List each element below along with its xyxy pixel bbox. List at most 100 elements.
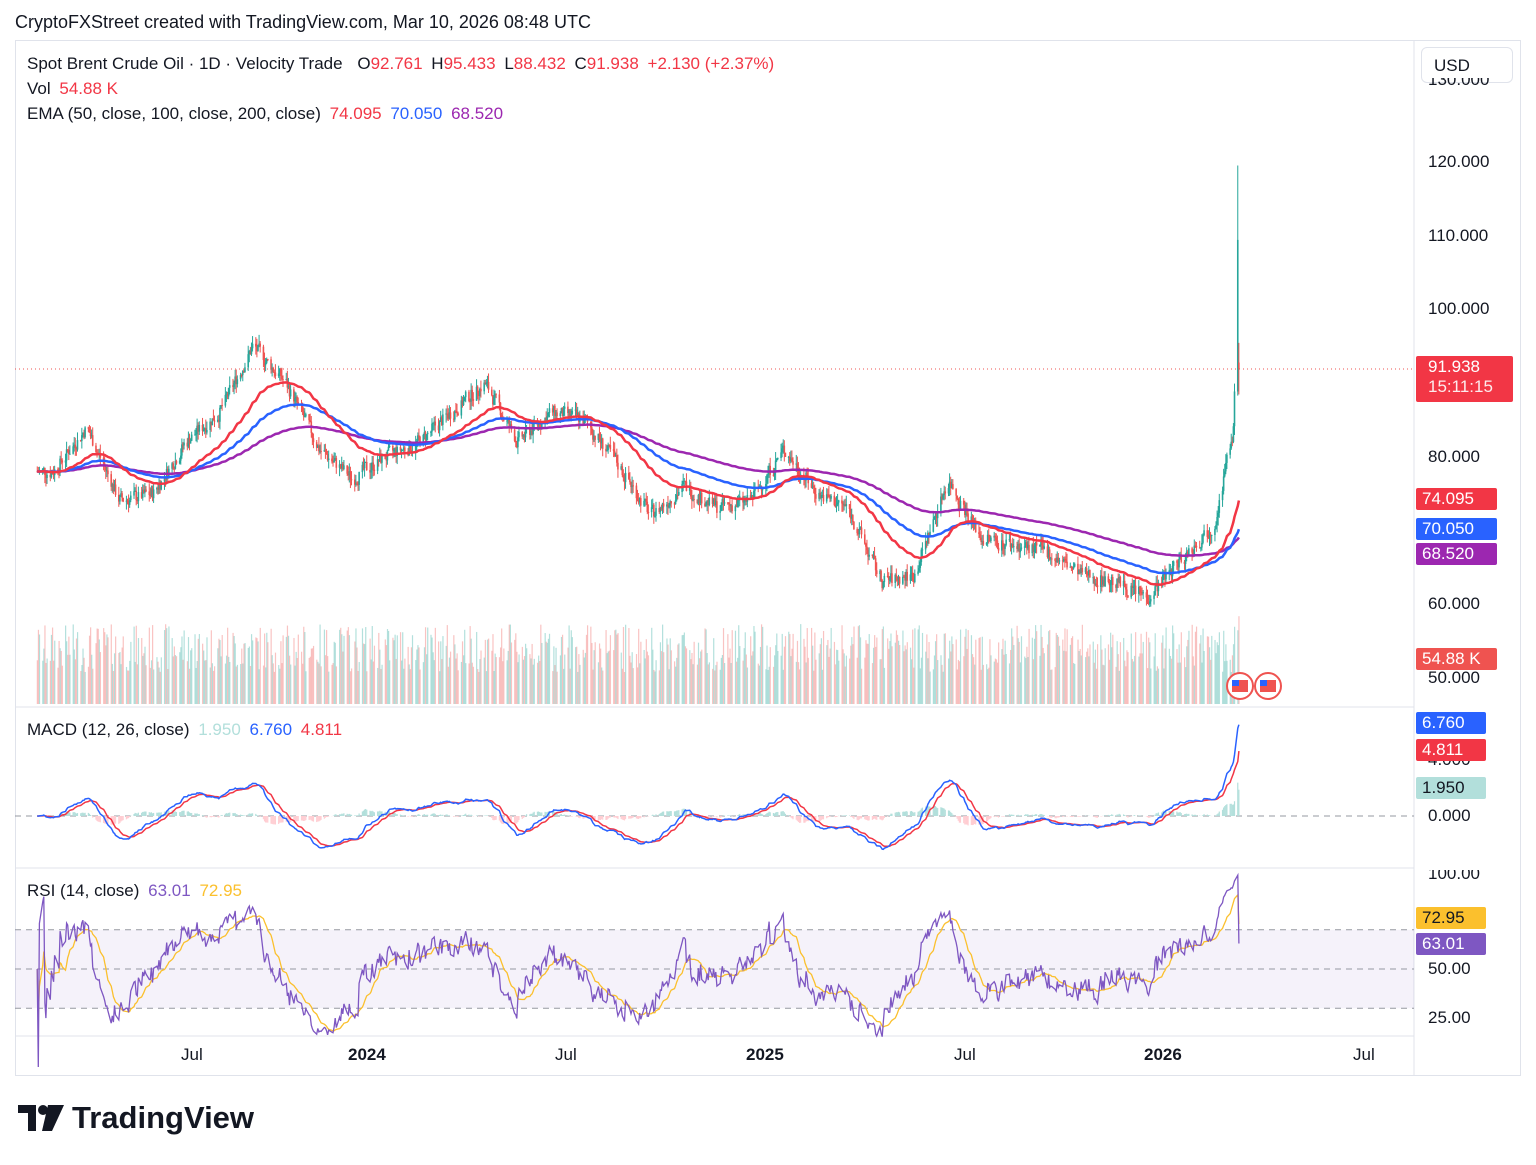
candle-body: [743, 500, 745, 503]
volume-bar: [485, 671, 488, 704]
candle-body: [1110, 577, 1113, 584]
volume-bar: [765, 669, 767, 704]
candle-body: [895, 574, 898, 577]
volume-label[interactable]: Vol: [27, 79, 51, 98]
candle-body: [622, 474, 625, 479]
volume-bar: [1164, 648, 1166, 704]
macd-histogram-bar: [639, 816, 641, 819]
volume-bar: [799, 669, 801, 704]
macd-histogram-bar: [693, 816, 695, 818]
candle-body: [1028, 544, 1030, 554]
candle-body: [548, 408, 551, 413]
ema-label[interactable]: EMA (50, close, 100, close, 200, close): [27, 104, 321, 123]
macd-histogram-bar: [97, 816, 99, 822]
volume-bar: [190, 650, 192, 704]
macd-histogram-bar: [127, 816, 130, 819]
candle-body: [676, 494, 679, 496]
candle-body: [750, 495, 753, 499]
volume-bar: [675, 666, 677, 704]
volume-bar: [252, 640, 254, 704]
candle-body: [624, 472, 627, 483]
volume-bar: [838, 660, 840, 704]
candle-body: [918, 568, 920, 572]
volume-bar: [879, 659, 881, 704]
volume-bar: [775, 645, 777, 704]
candle-body: [896, 576, 899, 581]
macd-histogram-bar: [349, 814, 352, 816]
candle-body: [274, 372, 277, 376]
volume-bar: [973, 657, 975, 704]
volume-bar: [486, 639, 489, 704]
macd-label[interactable]: MACD (12, 26, close): [27, 720, 190, 739]
volume-bar: [272, 663, 274, 704]
candle-body: [997, 547, 1000, 551]
candle-body: [324, 450, 327, 452]
volume-bar: [735, 661, 738, 704]
candle-body: [1073, 563, 1076, 567]
macd-histogram-bar: [615, 816, 617, 818]
candle-body: [947, 488, 950, 494]
volume-bar: [187, 637, 190, 704]
volume-bar: [1104, 648, 1106, 704]
candle-body: [952, 484, 954, 490]
macd-histogram-bar: [392, 811, 394, 816]
volume-bar: [759, 646, 762, 704]
macd-histogram-bar: [556, 813, 558, 816]
volume-bar: [36, 660, 38, 704]
macd-histogram-bar: [175, 811, 178, 816]
macd-histogram-bar: [536, 811, 539, 816]
currency-button[interactable]: USD: [1421, 47, 1513, 83]
volume-bar: [903, 651, 905, 704]
volume-bar: [340, 627, 342, 704]
macd-histogram-bar: [670, 811, 672, 816]
volume-bar: [1112, 634, 1114, 704]
volume-bar: [843, 653, 845, 704]
candle-body: [822, 494, 825, 502]
tradingview-logo[interactable]: TradingView: [18, 1100, 254, 1136]
macd-histogram-bar: [434, 813, 436, 816]
candle-body: [376, 459, 379, 471]
volume-bar: [163, 630, 166, 704]
candle-body: [456, 411, 458, 414]
macd-histogram-bar: [743, 814, 745, 816]
macd-tick-0: 0.000: [1428, 806, 1471, 825]
macd-histogram-bar: [624, 816, 627, 820]
macd-histogram-bar: [1237, 782, 1239, 816]
candle-body: [628, 472, 630, 479]
candle-body: [971, 516, 974, 523]
candle-body: [472, 398, 475, 401]
rsi-label[interactable]: RSI (14, close): [27, 881, 140, 900]
last-price-tag: 91.938 15:11:15: [1416, 356, 1513, 402]
macd-histogram-bar: [917, 811, 919, 816]
volume-bar: [409, 669, 411, 704]
macd-histogram-bar: [280, 816, 282, 823]
macd-histogram-bar: [784, 813, 786, 816]
macd-histogram-bar: [84, 812, 86, 816]
macd-histogram-bar: [172, 810, 174, 816]
candle-body: [1032, 544, 1035, 552]
candle-body: [119, 496, 121, 502]
macd-histogram-bar: [1107, 814, 1109, 816]
candle-body: [1081, 567, 1084, 573]
volume-bar: [792, 633, 794, 704]
candle-body: [110, 474, 112, 487]
macd-histogram-bar: [1112, 814, 1114, 816]
candle-body: [437, 425, 440, 431]
macd-histogram-bar: [432, 813, 434, 816]
macd-histogram-bar: [83, 813, 85, 816]
rsi-line: [36, 872, 1240, 1068]
macd-histogram-bar: [1077, 816, 1079, 817]
volume-bar: [83, 657, 85, 704]
candle-body: [517, 437, 519, 448]
candle-body: [50, 472, 53, 478]
symbol-title[interactable]: Spot Brent Crude Oil · 1D · Velocity Tra…: [27, 54, 343, 73]
macd-histogram-bar: [343, 813, 345, 816]
volume-bar: [554, 665, 556, 704]
volume-bar: [956, 669, 958, 704]
volume-bar: [739, 646, 741, 704]
candle-body: [1238, 362, 1240, 369]
volume-bar: [1224, 661, 1226, 704]
volume-bar: [470, 638, 472, 704]
volume-bar: [919, 668, 921, 704]
